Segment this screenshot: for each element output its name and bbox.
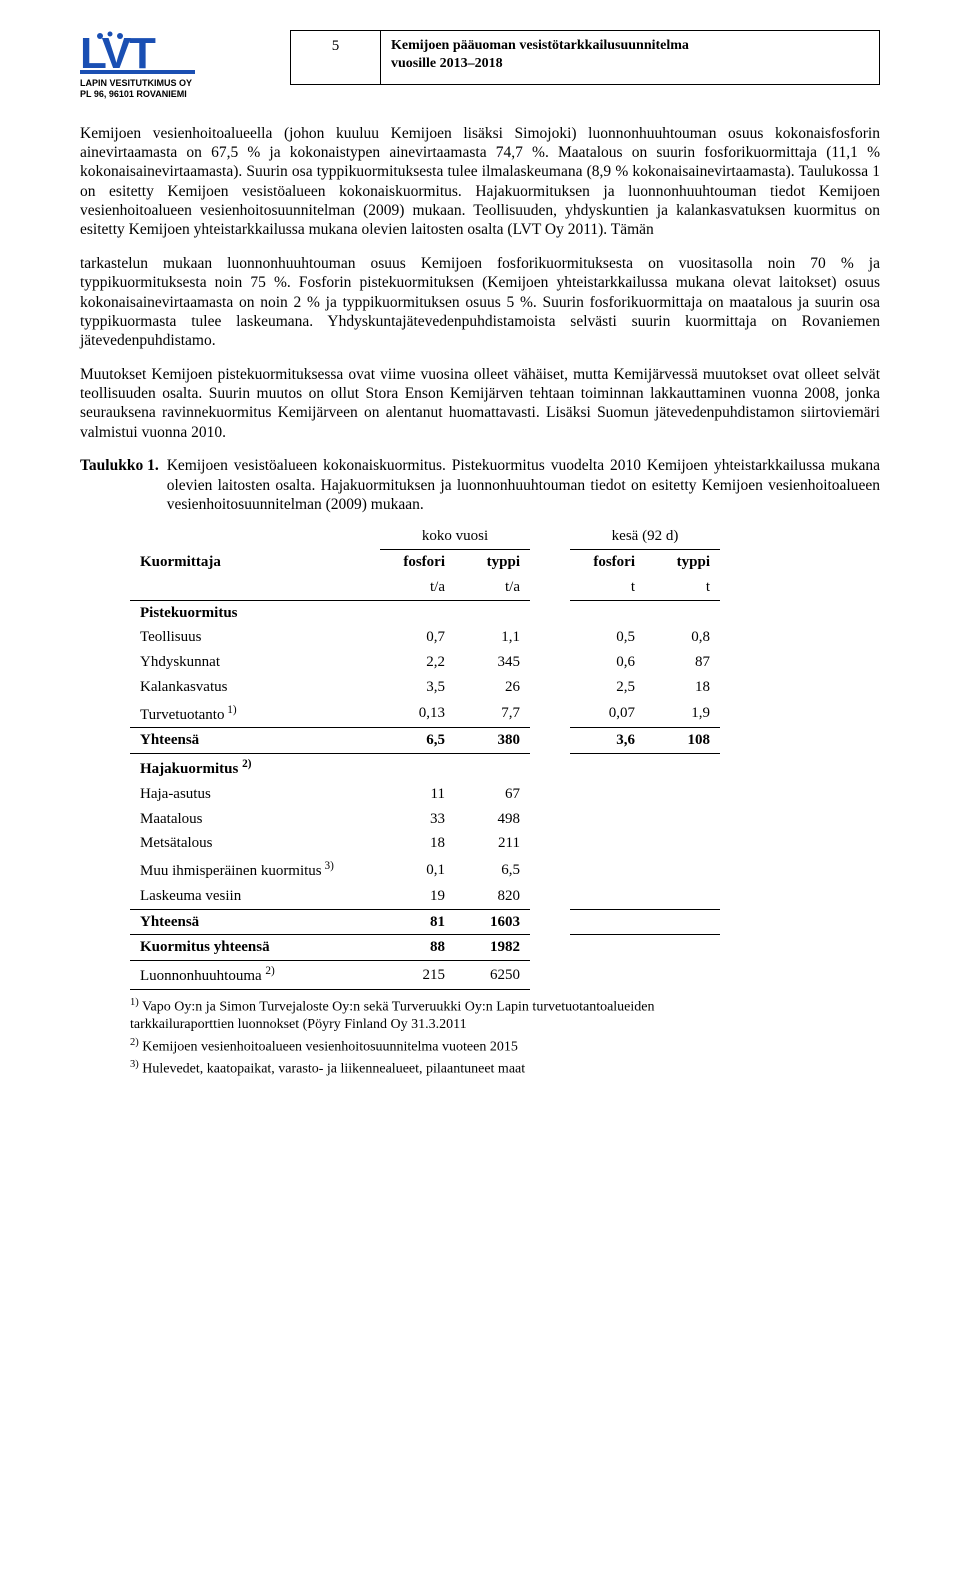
table-row: Yhdyskunnat2,23450,687 <box>130 650 720 675</box>
table-1-caption-text: Kemijoen vesistöalueen kokonaiskuormitus… <box>167 456 880 514</box>
lvt-logo-icon: LVT <box>80 30 195 78</box>
table-row: koko vuosi kesä (92 d) <box>130 524 720 549</box>
doc-title-line-2: vuosille 2013–2018 <box>391 56 503 71</box>
table-row: Kuormittaja fosfori typpi fosfori typpi <box>130 550 720 575</box>
col-group-year: koko vuosi <box>380 524 530 549</box>
section-piste: Pistekuormitus <box>130 600 380 625</box>
doc-title-cell: Kemijoen pääuoman vesistötarkkailusuunni… <box>381 31 880 85</box>
table-row: Hajakuormitus 2) <box>130 754 720 782</box>
paragraph-2: tarkastelun mukaan luonnonhuuhtouman osu… <box>80 254 880 351</box>
footnote-3: 3) Hulevedet, kaatopaikat, varasto- ja l… <box>130 1058 690 1078</box>
page-number: 5 <box>291 31 381 85</box>
table-row: Yhteensä 81 1603 <box>130 909 720 935</box>
table-row: Kalankasvatus3,5262,518 <box>130 675 720 700</box>
table-row: Yhteensä 6,5 380 3,6 108 <box>130 728 720 754</box>
paragraph-1: Kemijoen vesienhoitoalueella (johon kuul… <box>80 124 880 240</box>
table-1-footnotes: 1) Vapo Oy:n ja Simon Turvejaloste Oy:n … <box>130 996 690 1078</box>
table-row: Haja-asutus1167 <box>130 782 720 807</box>
col-group-summer: kesä (92 d) <box>570 524 720 549</box>
logo-block: LVT LAPIN VESITUTKIMUS OY PL 96, 96101 R… <box>80 30 290 100</box>
table-1: koko vuosi kesä (92 d) Kuormittaja fosfo… <box>130 524 720 990</box>
section-haja: Hajakuormitus 2) <box>130 754 380 782</box>
page-header: LVT LAPIN VESITUTKIMUS OY PL 96, 96101 R… <box>80 30 880 100</box>
table-row: Metsätalous18211 <box>130 831 720 856</box>
footnote-2: 2) Kemijoen vesienhoitoalueen vesienhoit… <box>130 1036 690 1056</box>
paragraph-3: Muutokset Kemijoen pistekuormituksessa o… <box>80 365 880 443</box>
table-1-label: Taulukko 1. <box>80 456 167 475</box>
col-kuormittaja: Kuormittaja <box>130 550 380 575</box>
logo-subtitle-2: PL 96, 96101 ROVANIEMI <box>80 89 290 100</box>
table-row: Laskeuma vesiin19820 <box>130 884 720 909</box>
doc-title-line-1: Kemijoen pääuoman vesistötarkkailusuunni… <box>391 38 689 53</box>
table-row: Luonnonhuuhtouma 2) 215 6250 <box>130 961 720 990</box>
table-row: Pistekuormitus <box>130 600 720 625</box>
logo-subtitle-1: LAPIN VESITUTKIMUS OY <box>80 78 290 89</box>
table-row: Turvetuotanto 1)0,137,70,071,9 <box>130 700 720 728</box>
table-row: Teollisuus0,71,10,50,8 <box>130 625 720 650</box>
table-row: Kuormitus yhteensä 88 1982 <box>130 935 720 961</box>
table-1-caption: Taulukko 1. Kemijoen vesistöalueen kokon… <box>80 456 880 514</box>
table-row: t/a t/a t t <box>130 575 720 600</box>
table-row: Maatalous33498 <box>130 807 720 832</box>
footnote-1: 1) Vapo Oy:n ja Simon Turvejaloste Oy:n … <box>130 996 690 1034</box>
table-row: Muu ihmisperäinen kuormitus 3)0,16,5 <box>130 856 720 884</box>
header-meta-table: 5 Kemijoen pääuoman vesistötarkkailusuun… <box>290 30 880 85</box>
